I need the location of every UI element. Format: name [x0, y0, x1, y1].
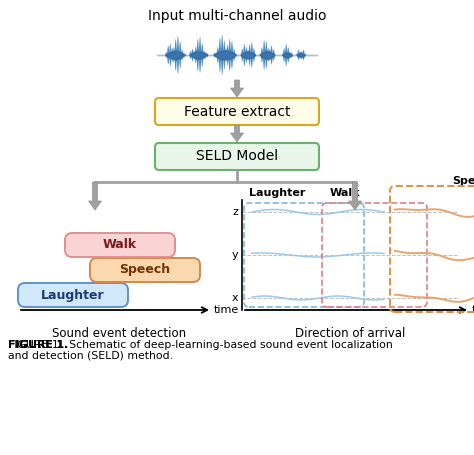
FancyBboxPatch shape [155, 143, 319, 170]
Text: FIGURE 1.: FIGURE 1. [8, 340, 68, 350]
Text: x: x [231, 293, 238, 303]
Text: FIGURE 1.: FIGURE 1. [8, 340, 68, 350]
Text: Input multi-channel audio: Input multi-channel audio [148, 9, 326, 23]
FancyBboxPatch shape [155, 98, 319, 125]
Text: and detection (SELD) method.: and detection (SELD) method. [8, 351, 173, 361]
Text: Walk: Walk [103, 238, 137, 252]
Text: Sound event detection: Sound event detection [52, 327, 186, 340]
FancyArrow shape [230, 80, 244, 97]
Text: Laughter: Laughter [41, 288, 105, 302]
Text: FIGURE 1.  Schematic of deep-learning-based sound event localization: FIGURE 1. Schematic of deep-learning-bas… [8, 340, 393, 350]
FancyBboxPatch shape [90, 258, 200, 282]
Text: Speech: Speech [119, 263, 171, 277]
Text: Walk: Walk [330, 188, 361, 198]
Text: Direction of arrival: Direction of arrival [295, 327, 405, 340]
Text: time: time [472, 305, 474, 315]
Polygon shape [157, 35, 317, 76]
Text: Feature extract: Feature extract [184, 105, 290, 118]
Text: FIGURE 1.  Schematic of deep-learning-based sound event localization: FIGURE 1. Schematic of deep-learning-bas… [8, 340, 393, 350]
Text: time: time [214, 305, 239, 315]
Text: SELD Model: SELD Model [196, 150, 278, 163]
FancyArrow shape [230, 125, 244, 142]
FancyArrow shape [348, 182, 362, 210]
FancyArrow shape [89, 182, 101, 210]
Text: Laughter: Laughter [249, 188, 305, 198]
Text: y: y [231, 250, 238, 260]
FancyBboxPatch shape [18, 283, 128, 307]
Text: z: z [232, 207, 238, 217]
Text: Speech: Speech [453, 176, 474, 186]
FancyBboxPatch shape [65, 233, 175, 257]
